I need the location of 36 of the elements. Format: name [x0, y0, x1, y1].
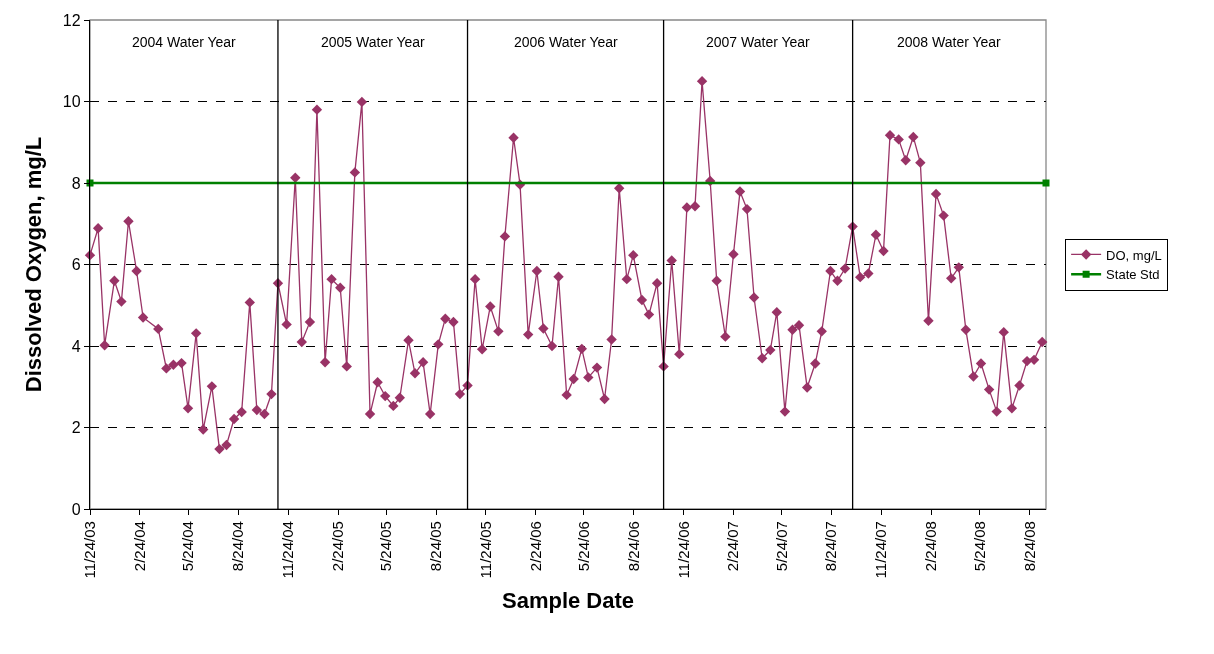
x-tick-label: 5/24/06: [574, 521, 592, 572]
y-tick-label: 12: [62, 11, 81, 29]
annotation: 2006 Water Year: [514, 34, 619, 50]
x-tick-label: 11/24/07: [872, 521, 890, 579]
y-tick-label: 8: [71, 174, 81, 192]
annotation: 2007 Water Year: [706, 34, 811, 50]
x-tick-label: 8/24/08: [1020, 521, 1038, 572]
y-tick-label: 0: [71, 500, 81, 518]
x-tick-label: 5/24/05: [377, 521, 395, 572]
x-tick-label: 11/24/06: [674, 521, 692, 579]
y-tick-label: 10: [62, 93, 81, 111]
x-tick-label: 5/24/07: [772, 521, 790, 572]
annotation: 2005 Water Year: [321, 34, 426, 50]
x-tick-label: 2/24/06: [526, 521, 544, 572]
annotation: 2004 Water Year: [132, 34, 237, 50]
x-tick-label: 2/24/08: [922, 521, 940, 572]
legend-label: DO, mg/L: [1106, 247, 1162, 263]
y-tick-label: 6: [71, 256, 81, 274]
x-axis-title: Sample Date: [501, 588, 635, 614]
x-tick-label: 8/24/05: [426, 521, 444, 572]
x-tick-label: 8/24/07: [822, 521, 840, 572]
x-tick-label: 2/24/04: [130, 521, 148, 572]
x-tick-label: 11/24/05: [476, 521, 494, 579]
y-tick-label: 4: [71, 337, 81, 355]
annotation: 2008 Water Year: [897, 34, 1002, 50]
x-tick-label: 2/24/05: [328, 521, 346, 572]
legend-label: State Std: [1106, 267, 1160, 283]
y-tick-label: 2: [71, 419, 81, 437]
x-tick-label: 8/24/04: [229, 521, 247, 572]
x-tick-label: 8/24/06: [624, 521, 642, 572]
y-axis-title: Dissolved Oxygen, mg/L: [20, 136, 46, 393]
x-tick-label: 2/24/07: [724, 521, 742, 572]
x-tick-label: 5/24/08: [970, 521, 988, 572]
x-tick-label: 11/24/04: [279, 521, 297, 579]
x-tick-label: 11/24/03: [80, 521, 98, 579]
x-tick-label: 5/24/04: [179, 521, 197, 572]
